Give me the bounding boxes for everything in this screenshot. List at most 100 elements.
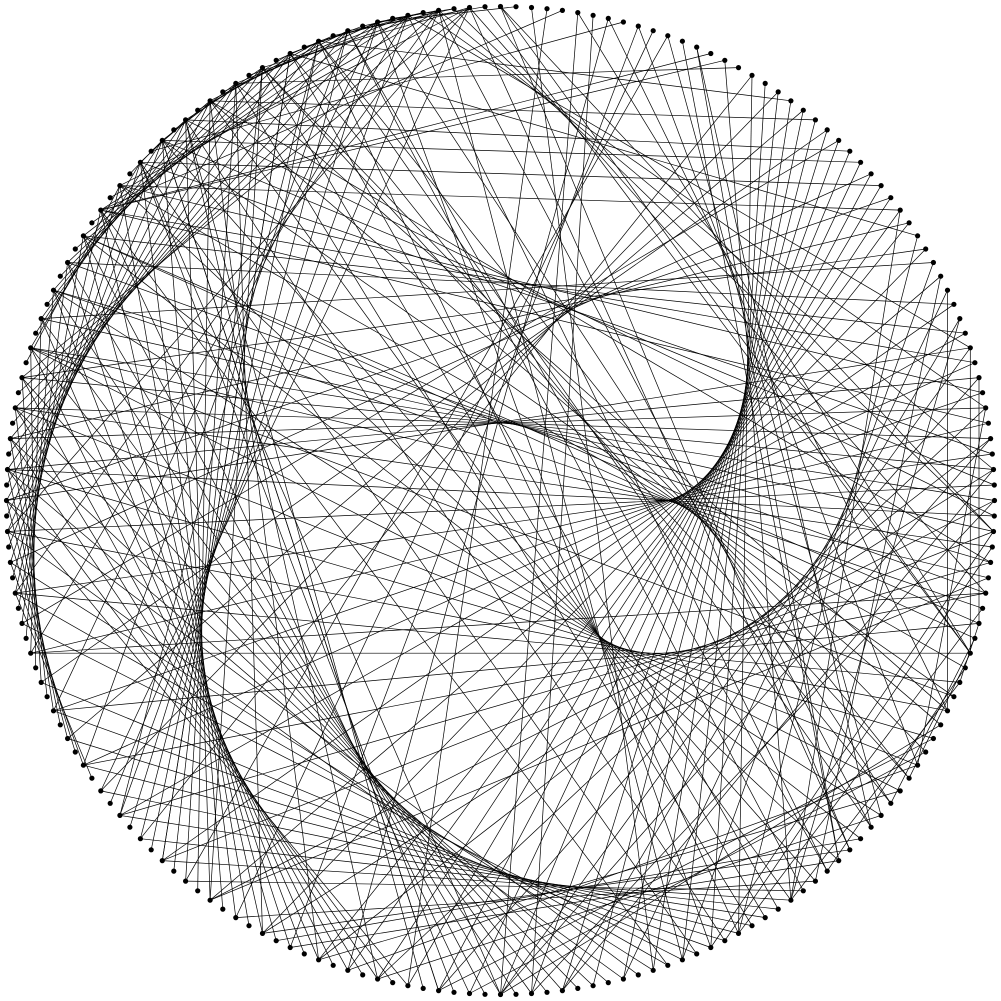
graph-node: [207, 897, 213, 903]
graph-node: [812, 117, 819, 123]
graph-edge: [262, 67, 926, 753]
graph-node: [930, 259, 937, 266]
graph-edge: [682, 41, 840, 861]
graph-edge: [235, 83, 948, 712]
graph-node: [775, 906, 781, 912]
graph-node: [944, 287, 951, 293]
graph-node: [635, 23, 641, 29]
graph-node: [888, 195, 894, 201]
graph-edge: [35, 140, 163, 334]
graph-node: [220, 89, 226, 95]
graph-edge: [53, 289, 882, 816]
graph-node: [915, 762, 921, 768]
graph-edge: [83, 235, 277, 941]
graph-edge: [890, 638, 976, 804]
graph-node: [800, 107, 806, 113]
graph-node: [451, 989, 457, 995]
graph-edge: [682, 91, 779, 960]
graph-node: [991, 513, 997, 519]
graph-edge: [67, 109, 804, 739]
graph-node: [775, 89, 781, 95]
graph-edge: [438, 738, 934, 991]
graph-edge: [623, 110, 804, 980]
graph-node: [858, 836, 864, 842]
graph-node: [80, 762, 86, 768]
graph-edge: [185, 119, 726, 941]
graph-edge: [577, 12, 971, 654]
graph-edge: [209, 100, 991, 563]
graph-node: [897, 207, 903, 213]
graph-node: [878, 812, 884, 819]
graph-edge: [318, 40, 791, 102]
graph-node: [6, 451, 12, 457]
graph-edge: [119, 562, 991, 816]
graph-node: [50, 287, 57, 293]
graph-node: [19, 375, 25, 381]
graph-node: [976, 375, 982, 381]
graph-node: [528, 4, 535, 11]
graph-edge: [21, 262, 68, 624]
graph-node: [107, 800, 113, 806]
graph-node: [107, 195, 113, 201]
graph-node: [207, 98, 213, 104]
graph-edge: [724, 546, 993, 941]
graph-node: [301, 44, 307, 50]
graph-edge: [119, 185, 250, 926]
graph-edge: [6, 197, 891, 501]
graph-edge: [53, 290, 517, 995]
graph-edge: [173, 67, 263, 872]
graph-edge: [161, 140, 224, 910]
graph-node: [171, 127, 177, 133]
graph-node: [420, 985, 426, 992]
graph-edge: [318, 41, 739, 934]
graph-edge: [6, 83, 237, 501]
graph-node: [679, 38, 686, 44]
graph-node: [127, 824, 133, 830]
graph-edge: [53, 392, 983, 712]
graph-edge: [500, 6, 994, 532]
graph-edge: [7, 119, 186, 532]
graph-node: [951, 694, 957, 700]
graph-edge: [790, 318, 961, 901]
graph-node: [722, 938, 728, 944]
graph-edge: [185, 119, 378, 980]
graph-edge: [15, 453, 993, 594]
graph-node: [259, 930, 266, 937]
graph-edge: [10, 562, 654, 971]
graph-edge: [318, 222, 910, 961]
graph-node: [7, 436, 13, 442]
graph-edge: [15, 407, 579, 989]
graph-node: [749, 923, 755, 929]
graph-node: [345, 28, 351, 34]
graph-edge: [377, 6, 517, 23]
graph-node: [888, 800, 894, 806]
graph-node: [980, 605, 986, 611]
graph-edge: [119, 332, 966, 816]
graph-node: [375, 19, 381, 25]
graph-node: [812, 878, 819, 884]
graph-edge: [83, 764, 739, 934]
graph-edge: [7, 484, 995, 532]
graph-node: [972, 635, 978, 641]
graph-node: [878, 183, 884, 189]
graph-edge: [100, 7, 470, 792]
graph-edge: [119, 185, 839, 861]
graph-node: [788, 897, 794, 903]
graph-node: [390, 15, 396, 21]
graph-node: [117, 183, 123, 189]
graph-edge: [162, 140, 955, 697]
graph-node: [976, 620, 982, 627]
graph-node: [824, 868, 830, 874]
graph-node: [375, 976, 381, 982]
graph-edge: [623, 290, 948, 980]
graph-node: [923, 246, 929, 252]
graph-edge: [667, 35, 882, 816]
graph-node: [38, 316, 44, 322]
graph-edge: [7, 469, 995, 517]
graph-edge: [7, 469, 61, 725]
graph-node: [735, 65, 742, 71]
graph-node: [930, 735, 937, 742]
graph-node: [28, 345, 34, 351]
graph-node: [906, 220, 912, 226]
graph-node: [858, 159, 864, 165]
